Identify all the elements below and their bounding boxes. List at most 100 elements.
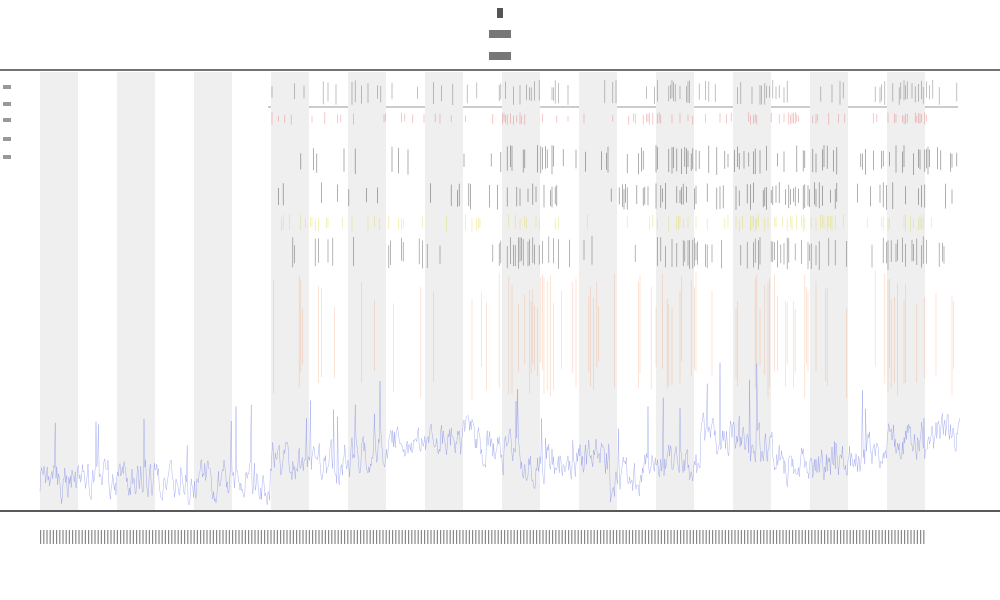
x-label-mark (232, 530, 234, 544)
x-label-mark (148, 530, 150, 544)
x-label-mark (734, 530, 736, 544)
x-label-mark (724, 530, 726, 544)
x-label-mark (776, 530, 778, 544)
x-label-mark (136, 530, 138, 544)
x-label-mark (820, 530, 822, 544)
x-label-mark (123, 530, 125, 544)
x-label-mark (238, 530, 240, 544)
x-label-mark (360, 530, 362, 544)
x-label-mark (788, 530, 790, 544)
x-label-mark (772, 530, 774, 544)
x-label-mark (830, 530, 832, 544)
x-label-mark (155, 530, 157, 544)
band (194, 72, 232, 510)
x-label-mark (747, 530, 749, 544)
x-label-mark (564, 530, 566, 544)
x-label-mark (145, 530, 147, 544)
x-label-mark (513, 530, 515, 544)
x-label-mark (254, 530, 256, 544)
x-label-mark (414, 530, 416, 544)
x-label-mark (366, 530, 368, 544)
x-label-mark (129, 530, 131, 544)
x-label-mark (689, 530, 691, 544)
x-label-mark (340, 530, 342, 544)
x-label-mark (456, 530, 458, 544)
x-label-mark (910, 530, 912, 544)
x-label-mark (923, 530, 925, 544)
x-label-mark (398, 530, 400, 544)
x-label-mark (308, 530, 310, 544)
x-label-mark (657, 530, 659, 544)
x-label-mark (401, 530, 403, 544)
x-label-mark (843, 530, 845, 544)
x-label-mark (430, 530, 432, 544)
x-label-mark (577, 530, 579, 544)
x-label-mark (699, 530, 701, 544)
x-label-mark (75, 530, 77, 544)
x-label-mark (708, 530, 710, 544)
x-label-mark (552, 530, 554, 544)
x-label-mark (190, 530, 192, 544)
x-label-mark (488, 530, 490, 544)
x-label-mark (712, 530, 714, 544)
x-label-mark (558, 530, 560, 544)
x-label-mark (78, 530, 80, 544)
x-label-mark (510, 530, 512, 544)
x-label-mark (619, 530, 621, 544)
x-label-mark (235, 530, 237, 544)
x-label-mark (324, 530, 326, 544)
x-label-mark (443, 530, 445, 544)
x-label-mark (334, 530, 336, 544)
x-label-mark (100, 530, 102, 544)
x-label-mark (260, 530, 262, 544)
x-label-mark (289, 530, 291, 544)
x-label-mark (827, 530, 829, 544)
x-label-mark (49, 530, 51, 544)
x-label-mark (545, 530, 547, 544)
x-label-mark (299, 530, 301, 544)
x-label-mark (152, 530, 154, 544)
x-label-mark (894, 530, 896, 544)
x-label-mark (676, 530, 678, 544)
x-label-mark (369, 530, 371, 544)
x-label-mark (881, 530, 883, 544)
x-label-mark (705, 530, 707, 544)
x-label-mark (52, 530, 54, 544)
x-label-mark (59, 530, 61, 544)
x-label-mark (548, 530, 550, 544)
x-label-mark (315, 530, 317, 544)
x-label-mark (635, 530, 637, 544)
band (425, 72, 463, 510)
x-label-mark (846, 530, 848, 544)
x-label-mark (452, 530, 454, 544)
x-label-mark (126, 530, 128, 544)
x-label-mark (641, 530, 643, 544)
x-label-mark (88, 530, 90, 544)
x-label-mark (270, 530, 272, 544)
x-label-mark (142, 530, 144, 544)
x-label-mark (84, 530, 86, 544)
x-label-mark (913, 530, 915, 544)
band (40, 72, 78, 510)
x-label-mark (62, 530, 64, 544)
x-label-mark (411, 530, 413, 544)
x-label-mark (392, 530, 394, 544)
legend-mark (3, 102, 11, 106)
x-label-mark (168, 530, 170, 544)
x-label-mark (180, 530, 182, 544)
x-label-mark (174, 530, 176, 544)
x-label-mark (241, 530, 243, 544)
x-label-mark (696, 530, 698, 544)
x-label-mark (424, 530, 426, 544)
x-label-mark (667, 530, 669, 544)
x-label-mark (782, 530, 784, 544)
x-label-mark (177, 530, 179, 544)
legend-mark (3, 155, 11, 159)
x-label-mark (107, 530, 109, 544)
x-label-mark (721, 530, 723, 544)
x-label-mark (257, 530, 259, 544)
x-label-mark (683, 530, 685, 544)
x-label-mark (644, 530, 646, 544)
x-label-mark (616, 530, 618, 544)
